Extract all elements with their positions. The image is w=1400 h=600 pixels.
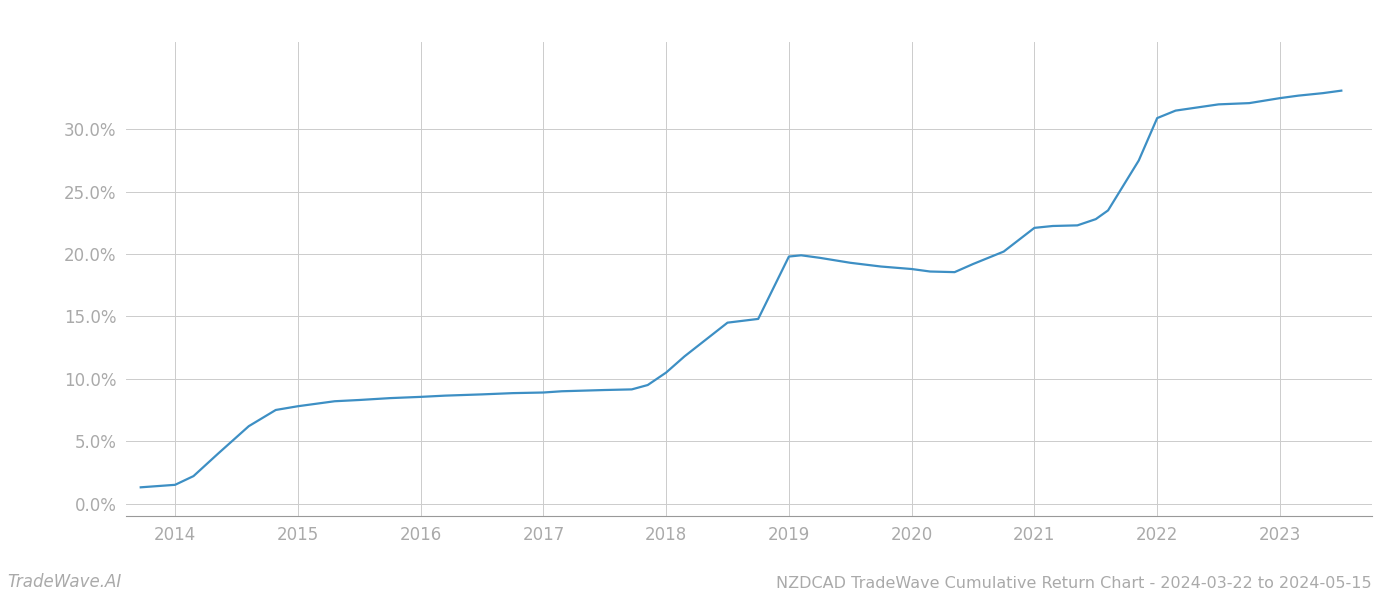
Text: TradeWave.AI: TradeWave.AI xyxy=(7,573,122,591)
Text: NZDCAD TradeWave Cumulative Return Chart - 2024-03-22 to 2024-05-15: NZDCAD TradeWave Cumulative Return Chart… xyxy=(777,576,1372,591)
